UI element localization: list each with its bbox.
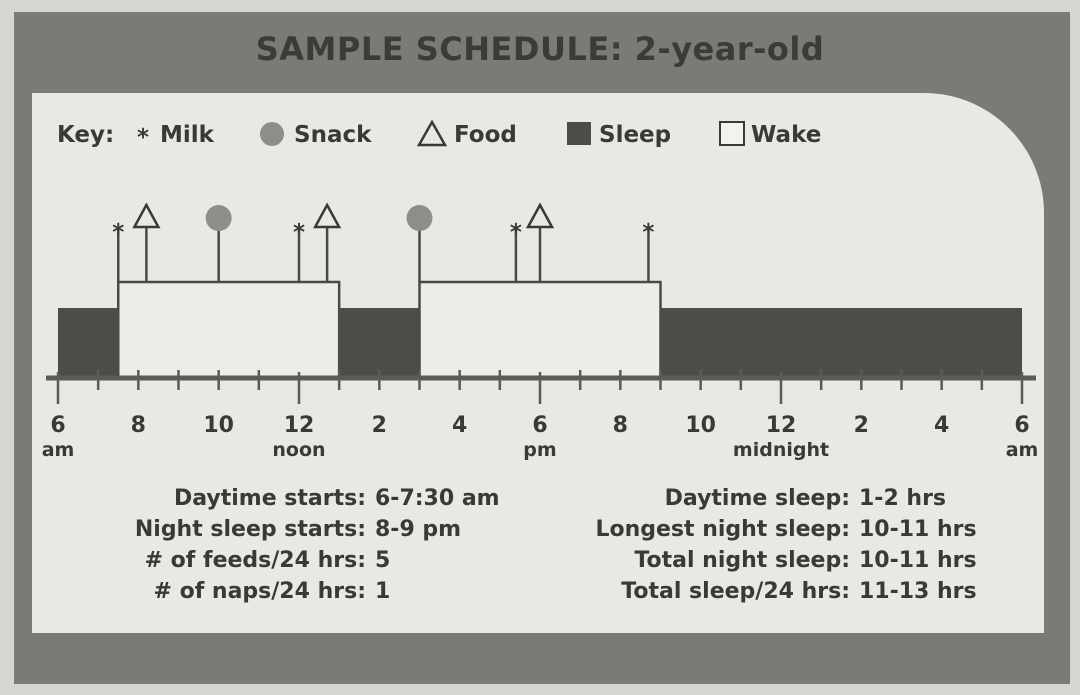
sleep-period-bar bbox=[339, 308, 420, 378]
legend-title: Key: bbox=[57, 122, 114, 148]
circle-icon bbox=[260, 122, 284, 146]
tick-label: 10 bbox=[685, 413, 716, 438]
sleep-period-bar bbox=[660, 308, 1022, 378]
legend-snack: Snack bbox=[260, 122, 372, 148]
stat-value: 8-9 pm bbox=[375, 517, 462, 542]
stat-label: # of naps/24 hrs: bbox=[153, 579, 366, 604]
stat-value: 11-13 hrs bbox=[859, 579, 977, 604]
legend: Key: * Milk Snack Food Sleep Wake bbox=[57, 119, 821, 151]
food-triangle-icon bbox=[313, 202, 342, 229]
legend-snack-label: Snack bbox=[294, 122, 372, 148]
tick-sublabel: am bbox=[42, 439, 75, 461]
tick-label: 4 bbox=[452, 413, 467, 438]
period-bars bbox=[58, 280, 1022, 380]
stat-label: Daytime sleep: bbox=[664, 486, 850, 511]
milk-star-icon: * bbox=[293, 220, 305, 246]
food-triangle-icon bbox=[132, 202, 161, 229]
event-markers: * * * * bbox=[112, 202, 654, 282]
stat-value: 1 bbox=[375, 579, 391, 604]
legend-sleep-label: Sleep bbox=[599, 122, 671, 148]
wake-period-bar bbox=[117, 280, 341, 380]
legend-wake-label: Wake bbox=[751, 122, 821, 148]
stat-label: Longest night sleep: bbox=[595, 517, 850, 542]
tick-label: 12 bbox=[766, 413, 797, 438]
tick-sublabel: midnight bbox=[733, 439, 829, 461]
legend-food: Food bbox=[416, 119, 517, 148]
legend-wake: Wake bbox=[719, 121, 821, 148]
legend-milk-label: Milk bbox=[160, 122, 215, 148]
food-triangle-icon bbox=[525, 202, 555, 229]
stat-value: 5 bbox=[375, 548, 391, 573]
snack-circle-icon bbox=[205, 205, 232, 231]
tick-sublabel: am bbox=[1006, 439, 1039, 461]
filled-square-icon bbox=[567, 122, 591, 145]
open-square-icon bbox=[719, 121, 745, 146]
stat-label: Total night sleep: bbox=[634, 548, 850, 573]
tick-sublabel: noon bbox=[272, 439, 325, 461]
tick-label: 6 bbox=[50, 413, 65, 438]
stat-label: Total sleep/24 hrs: bbox=[621, 579, 850, 604]
legend-food-label: Food bbox=[454, 122, 517, 148]
legend-milk: * Milk bbox=[137, 122, 215, 151]
stat-label: Daytime starts: bbox=[173, 486, 366, 511]
tick-sublabel: pm bbox=[523, 439, 556, 461]
wake-period-bar bbox=[418, 280, 662, 380]
tick-label: 4 bbox=[934, 413, 949, 438]
tick-label: 10 bbox=[203, 413, 234, 438]
stat-label: # of feeds/24 hrs: bbox=[144, 548, 366, 573]
snack-circle-icon bbox=[406, 205, 433, 231]
milk-star-icon: * bbox=[642, 220, 654, 246]
tick-label: 6 bbox=[1014, 413, 1029, 438]
star-icon: * bbox=[137, 125, 149, 151]
tick-label: 2 bbox=[372, 413, 387, 438]
legend-sleep: Sleep bbox=[567, 122, 671, 148]
tick-label: 8 bbox=[613, 413, 628, 438]
tick-label: 12 bbox=[284, 413, 315, 438]
stat-value: 6-7:30 am bbox=[375, 486, 500, 511]
tick-label: 2 bbox=[854, 413, 869, 438]
stat-label: Night sleep starts: bbox=[134, 517, 366, 542]
milk-star-icon: * bbox=[510, 220, 522, 246]
tick-label: 8 bbox=[131, 413, 146, 438]
tick-label: 6 bbox=[532, 413, 547, 438]
sleep-period-bar bbox=[58, 308, 119, 378]
stat-value: 1-2 hrs bbox=[859, 486, 947, 511]
stat-value: 10-11 hrs bbox=[859, 517, 977, 542]
milk-star-icon: * bbox=[112, 220, 124, 246]
stat-value: 10-11 hrs bbox=[859, 548, 977, 573]
triangle-icon bbox=[416, 119, 448, 147]
page-title: SAMPLE SCHEDULE: 2-year-old bbox=[255, 30, 825, 68]
